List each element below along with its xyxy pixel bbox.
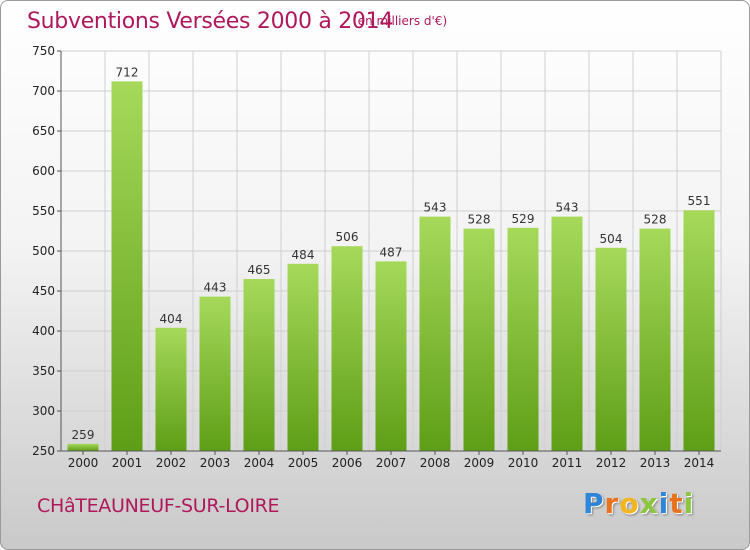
y-tick-label: 350 (32, 364, 55, 378)
town-name: CHâTEAUNEUF-SUR-LOIRE (37, 495, 280, 517)
value-label-2003: 443 (204, 281, 227, 295)
y-tick-label: 300 (32, 404, 55, 418)
bar-2004 (243, 279, 275, 451)
bar-2005 (287, 263, 319, 451)
x-tick-label-2007: 2007 (376, 456, 407, 470)
y-tick-label: 400 (32, 324, 55, 338)
x-axis: 2000 2001 2002 2003 2004 2005 2006 2007 2008 2009… (61, 450, 721, 470)
bar-2008 (419, 216, 451, 451)
unit-note: (en milliers d'€) (353, 14, 448, 28)
chart-title: Subventions Versées 2000 à 2014 (27, 9, 394, 34)
logo-letter: x (639, 487, 659, 520)
value-label-2008: 543 (424, 201, 447, 215)
value-label-2007: 487 (380, 245, 403, 259)
logo-letter: o (619, 487, 640, 520)
x-tick-label-2005: 2005 (288, 456, 319, 470)
y-tick-label: 500 (32, 244, 55, 258)
x-tick-label-2002: 2002 (156, 456, 187, 470)
value-label-2010: 529 (512, 212, 535, 226)
value-label-2002: 404 (160, 312, 183, 326)
value-label-2001: 712 (116, 65, 139, 79)
value-label-2000: 259 (72, 428, 95, 442)
x-tick-label-2008: 2008 (420, 456, 451, 470)
bar-2006 (331, 246, 363, 451)
y-axis: 250 300 350 400 450 500 550 600 650 700 750 (32, 44, 62, 458)
y-tick-label: 650 (32, 124, 55, 138)
x-tick-label-2014: 2014 (684, 456, 715, 470)
x-tick-label-2001: 2001 (112, 456, 143, 470)
x-tick-label-2011: 2011 (552, 456, 583, 470)
y-tick-label: 600 (32, 164, 55, 178)
x-tick-label-2000: 2000 (68, 456, 99, 470)
value-label-2006: 506 (336, 230, 359, 244)
bar-2002 (155, 327, 187, 451)
bar-2000 (67, 443, 99, 451)
x-tick-label-2009: 2009 (464, 456, 495, 470)
logo-letter: r (604, 487, 620, 520)
value-label-2009: 528 (468, 213, 491, 227)
x-tick-label-2006: 2006 (332, 456, 363, 470)
x-tick-label-2010: 2010 (508, 456, 539, 470)
bar-2010 (507, 227, 539, 451)
y-tick-label: 250 (32, 444, 55, 458)
y-tick-label: 550 (32, 204, 55, 218)
logo-letter: P (583, 487, 605, 520)
y-tick-label: 700 (32, 84, 55, 98)
x-tick-label-2003: 2003 (200, 456, 231, 470)
x-tick-label-2013: 2013 (640, 456, 671, 470)
logo-letter: t (669, 487, 684, 520)
logo-letter: i (683, 487, 695, 520)
bars: 259 712 404 443 465 484 506 487 543 528 529 543 504 5… (67, 65, 715, 452)
bar-2014 (683, 210, 715, 451)
value-label-2014: 551 (688, 194, 711, 208)
bar-2003 (199, 296, 231, 451)
value-label-2013: 528 (644, 213, 667, 227)
x-tick-label-2004: 2004 (244, 456, 275, 470)
value-label-2005: 484 (292, 248, 315, 262)
proxiti-logo: Proxiti (583, 487, 694, 520)
y-tick-label: 750 (32, 44, 55, 58)
bar-2013 (639, 228, 671, 451)
y-tick-label: 450 (32, 284, 55, 298)
value-label-2011: 543 (556, 201, 579, 215)
x-tick-label-2012: 2012 (596, 456, 627, 470)
value-label-2012: 504 (600, 232, 623, 246)
bar-2001 (111, 81, 143, 452)
logo-letter: i (658, 487, 670, 520)
bar-2009 (463, 228, 495, 451)
bar-2007 (375, 261, 407, 451)
bar-2011 (551, 216, 583, 451)
value-label-2004: 465 (248, 263, 271, 277)
bar-2012 (595, 247, 627, 451)
